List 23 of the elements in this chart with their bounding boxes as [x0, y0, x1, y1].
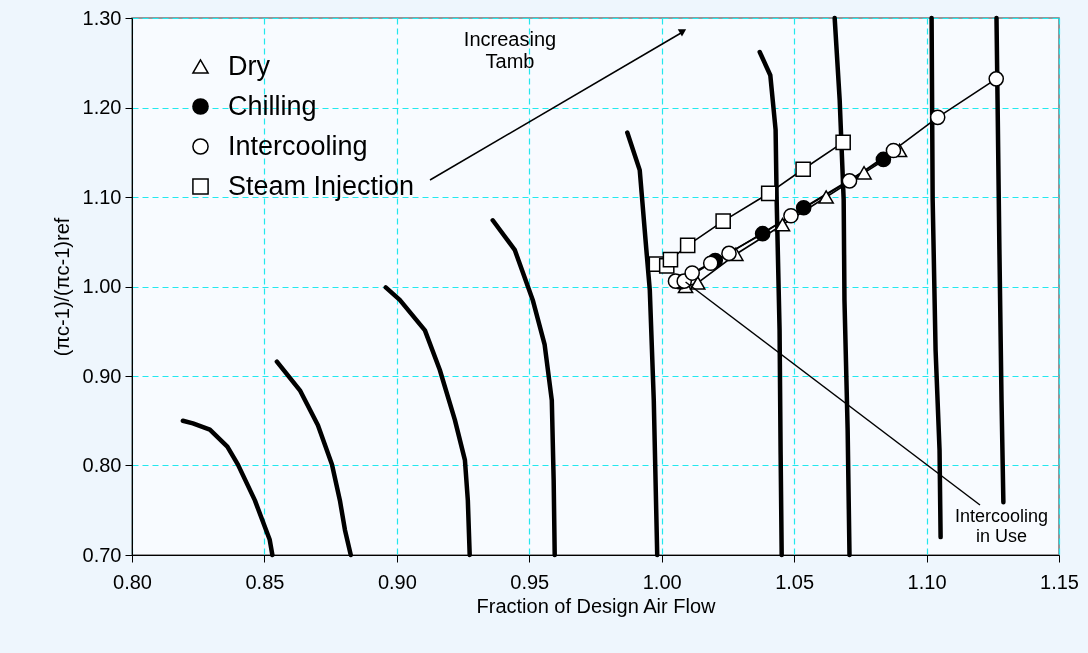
legend-label: Dry — [228, 50, 271, 81]
y-tick-label: 1.10 — [82, 185, 122, 208]
x-tick-label: 1.05 — [775, 570, 815, 593]
x-tick-label: 0.80 — [113, 570, 152, 593]
y-tick-label: 0.80 — [82, 454, 122, 476]
y-tick-label: 1.00 — [82, 275, 122, 297]
x-tick-label: 1.00 — [642, 570, 682, 593]
y-tick-label: 0.90 — [82, 364, 122, 387]
annotation: Intercooling in Use — [955, 506, 1049, 547]
x-tick-label: 1.10 — [907, 570, 947, 593]
y-tick-label: 0.70 — [82, 543, 122, 566]
legend-label: Chilling — [228, 90, 317, 121]
x-tick-label: 0.85 — [245, 570, 285, 593]
y-axis-title: (πc-1)/(πc-1)ref — [50, 217, 73, 357]
x-tick-label: 0.90 — [377, 570, 417, 593]
y-tick-label: 1.20 — [82, 96, 122, 118]
x-axis-title: Fraction of Design Air Flow — [476, 594, 717, 617]
legend-label: Steam Injection — [228, 170, 415, 201]
x-tick-label: 0.95 — [510, 570, 550, 593]
x-tick-label: 1.15 — [1040, 570, 1079, 593]
annotation: Increasing Tamb — [463, 28, 557, 72]
legend-label: Intercooling — [228, 130, 368, 161]
y-tick-label: 1.30 — [82, 6, 122, 29]
